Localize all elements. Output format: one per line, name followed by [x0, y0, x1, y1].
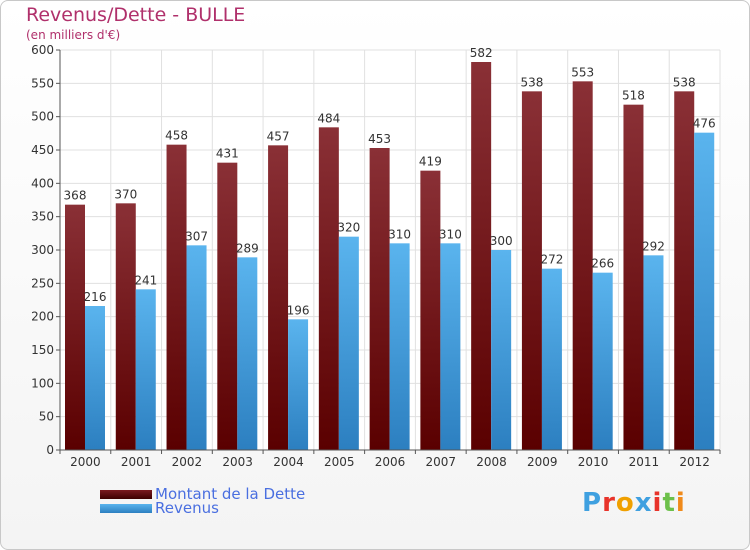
bar-dette-2010: [572, 81, 593, 450]
data-label-dette-2010: 553: [571, 65, 594, 79]
data-label-revenus-2004: 196: [287, 303, 310, 317]
y-tick-label: 250: [31, 276, 54, 290]
bar-dette-2002: [166, 144, 187, 450]
bar-dette-2012: [674, 91, 695, 450]
bar-revenus-2007: [440, 243, 461, 450]
data-label-revenus-2001: 241: [134, 273, 157, 287]
chart-subtitle: (en milliers d'€): [26, 28, 121, 42]
bar-revenus-2003: [237, 257, 258, 450]
y-tick-label: 450: [31, 143, 54, 157]
axis-layer: 0 50 100 150 200 250 300 350 400 450 500 550 600 2000…: [31, 43, 721, 469]
x-tick-label-2006: 2006: [375, 455, 406, 469]
bar-dette-2004: [268, 145, 289, 451]
bar-dette-2005: [318, 127, 339, 450]
bar-revenus-2011: [643, 255, 664, 450]
x-tick-label-2009: 2009: [527, 455, 558, 469]
y-tick-label: 100: [31, 376, 54, 390]
y-tick-label: 550: [31, 76, 54, 90]
x-tick-label-2001: 2001: [121, 455, 152, 469]
y-tick-label: 300: [31, 243, 54, 257]
y-tick-label: 200: [31, 310, 54, 324]
data-label-dette-2004: 457: [267, 129, 290, 143]
legend-item-revenus: Revenus: [100, 499, 219, 517]
bars-layer: 368 370 458 431 457 484 453 419 582 538 553 518 538 2…: [64, 46, 716, 451]
data-label-dette-2012: 538: [673, 75, 696, 89]
bar-revenus-2001: [135, 289, 156, 450]
bar-revenus-2005: [338, 236, 359, 450]
x-tick-label-2012: 2012: [679, 455, 710, 469]
x-tick-label-2011: 2011: [629, 455, 660, 469]
bar-dette-2006: [369, 148, 390, 450]
x-tick-label-2005: 2005: [324, 455, 355, 469]
data-label-dette-2008: 582: [470, 46, 493, 60]
bar-dette-2007: [420, 170, 441, 450]
data-label-revenus-2005: 320: [337, 221, 360, 235]
legend-swatch-revenus: [100, 503, 152, 513]
y-tick-label: 350: [31, 210, 54, 224]
data-label-revenus-2007: 310: [439, 227, 462, 241]
data-label-revenus-2012: 476: [693, 117, 716, 131]
x-tick-label-2007: 2007: [425, 455, 456, 469]
legend-swatch-dette: [100, 489, 152, 499]
x-tick-label-2002: 2002: [172, 455, 203, 469]
bar-revenus-2008: [491, 250, 512, 450]
bar-dette-2003: [217, 162, 238, 450]
x-tick-label-2004: 2004: [273, 455, 304, 469]
data-label-revenus-2006: 310: [388, 227, 411, 241]
data-label-dette-2006: 453: [368, 132, 391, 146]
bar-revenus-2004: [288, 319, 309, 450]
bar-dette-2000: [65, 204, 85, 450]
y-tick-label: 500: [31, 110, 54, 124]
bar-dette-2008: [471, 62, 492, 450]
data-label-revenus-2008: 300: [490, 234, 513, 248]
bar-revenus-2000: [85, 306, 105, 450]
data-label-dette-2007: 419: [419, 155, 442, 169]
data-label-dette-2001: 370: [114, 187, 137, 201]
x-tick-label-2008: 2008: [476, 455, 507, 469]
bar-revenus-2002: [186, 245, 207, 450]
data-label-revenus-2003: 289: [236, 241, 259, 255]
proxiti-logo: Proxiti: [582, 488, 686, 518]
bar-dette-2011: [623, 104, 644, 451]
legend-label-dette: Montant de la Dette: [155, 485, 306, 503]
y-tick-label: 50: [39, 410, 54, 424]
y-tick-label: 600: [31, 43, 54, 57]
data-label-dette-2000: 368: [64, 189, 87, 203]
y-tick-label: 400: [31, 176, 54, 190]
data-label-dette-2005: 484: [317, 111, 340, 125]
legend-label-revenus: Revenus: [155, 499, 219, 517]
bar-revenus-2009: [541, 268, 562, 450]
x-tick-label-2010: 2010: [578, 455, 609, 469]
data-label-revenus-2009: 272: [540, 253, 563, 267]
bar-dette-2009: [521, 91, 542, 450]
data-label-revenus-2000: 216: [84, 290, 107, 304]
x-tick-label-2003: 2003: [222, 455, 253, 469]
bar-dette-2001: [115, 203, 136, 450]
data-label-dette-2011: 518: [622, 89, 645, 103]
data-label-dette-2003: 431: [216, 147, 239, 161]
bar-revenus-2010: [592, 272, 613, 450]
y-tick-label: 150: [31, 343, 54, 357]
y-tick-label: 0: [46, 443, 54, 457]
bar-revenus-2012: [694, 132, 715, 450]
legend-item-dette: Montant de la Dette: [100, 485, 306, 503]
bar-revenus-2006: [389, 243, 410, 450]
data-label-revenus-2002: 307: [185, 229, 208, 243]
data-label-revenus-2010: 266: [591, 257, 614, 271]
chart-title: Revenus/Dette - BULLE: [26, 4, 246, 26]
x-tick-label-2000: 2000: [70, 455, 101, 469]
data-label-revenus-2011: 292: [642, 239, 665, 253]
data-label-dette-2002: 458: [165, 129, 188, 143]
data-label-dette-2009: 538: [520, 75, 543, 89]
